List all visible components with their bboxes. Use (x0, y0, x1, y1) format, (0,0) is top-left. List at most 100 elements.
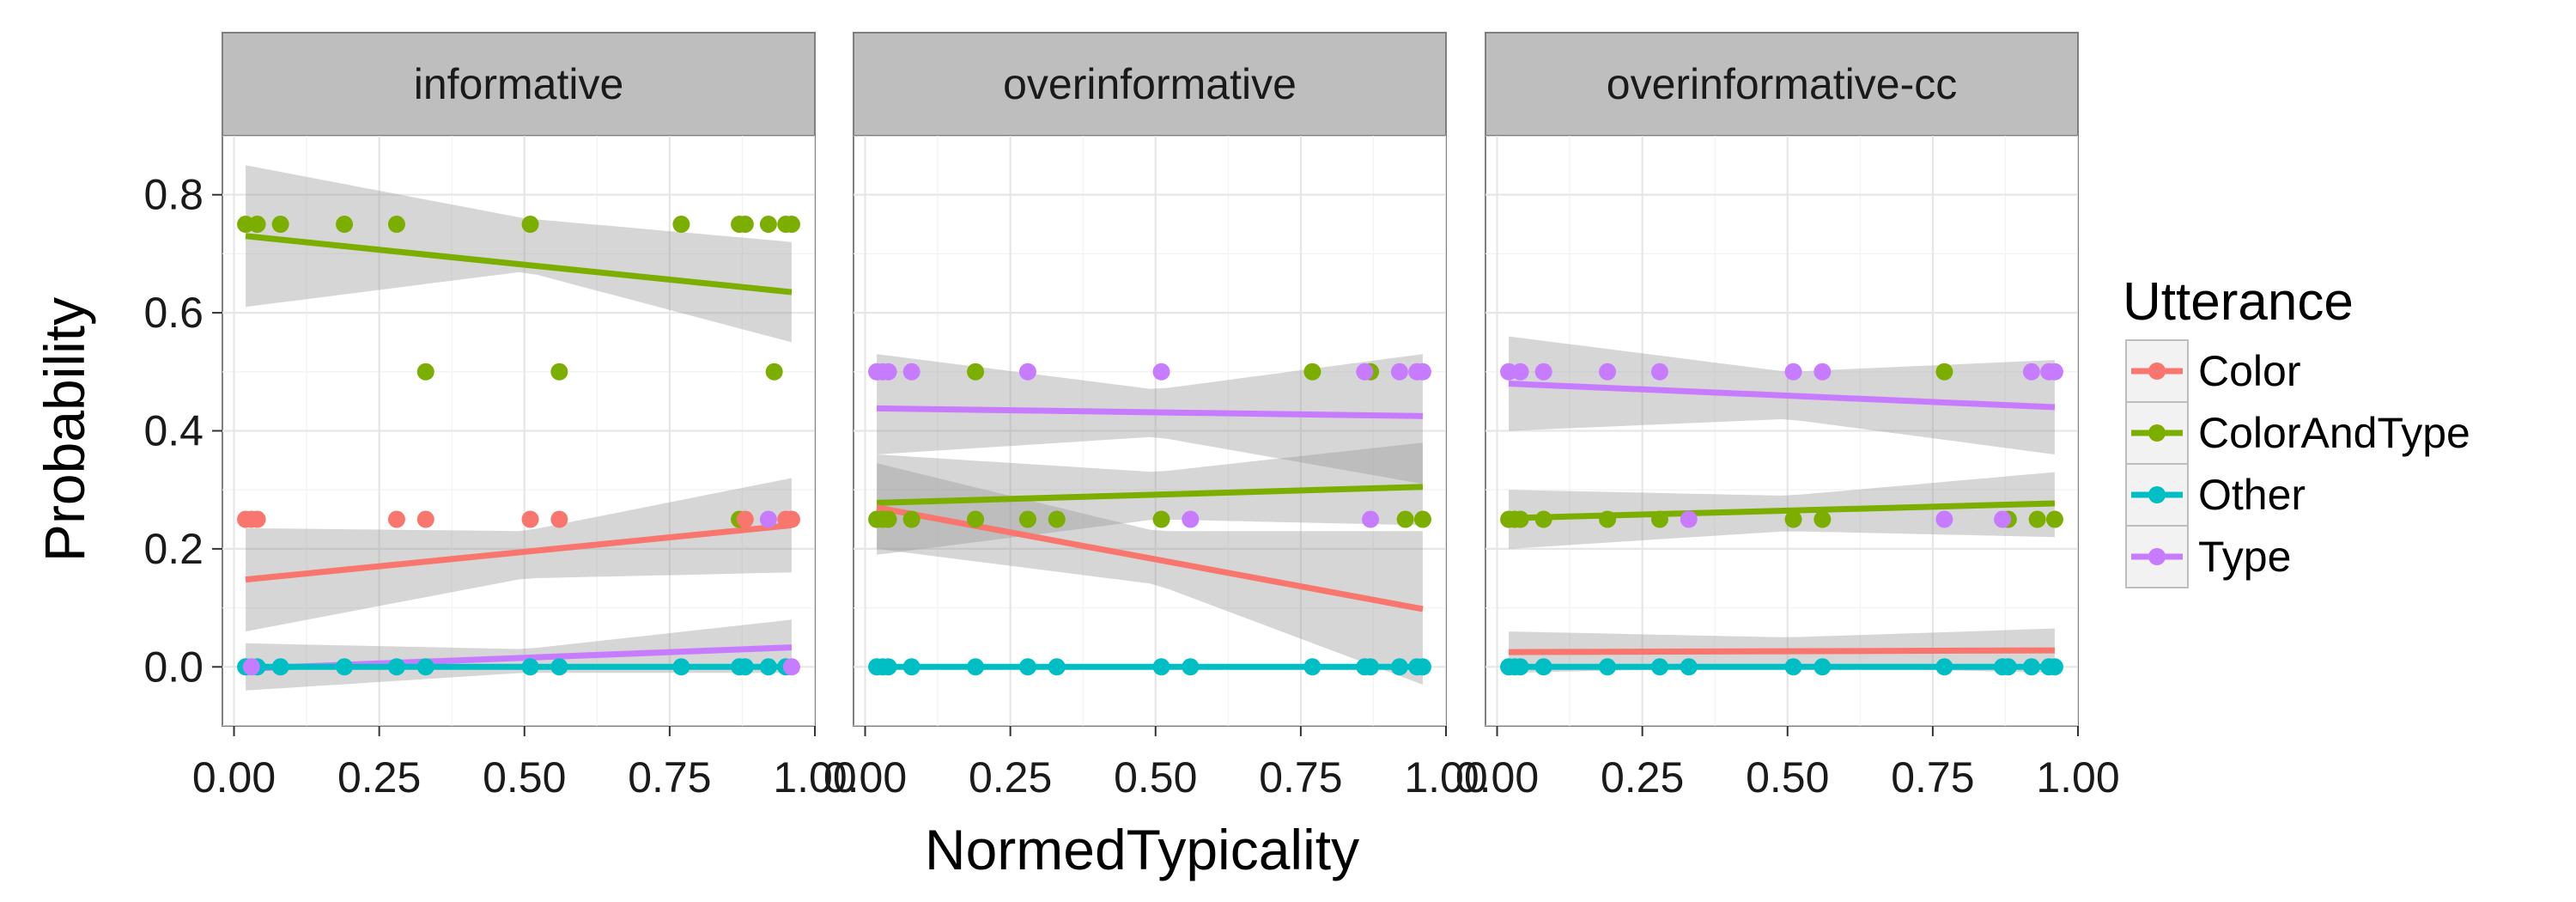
point-other (1814, 658, 1832, 676)
x-axis-title: NormedTypicality (925, 818, 1359, 881)
point-other (1999, 658, 2017, 676)
panel-plot-area (222, 136, 815, 726)
point-colorandtype (550, 363, 568, 381)
facet-strip (853, 32, 1447, 137)
point-other (271, 658, 289, 676)
point-other (967, 658, 985, 676)
point-type (2045, 363, 2063, 381)
fit-line-type (1508, 381, 2056, 411)
point-other (387, 658, 405, 676)
point-type (1784, 363, 1802, 381)
point-colorandtype (1152, 510, 1170, 528)
facet-strip (1485, 32, 2079, 137)
point-colorandtype (1784, 510, 1802, 528)
point-colorandtype (967, 510, 985, 528)
confidence-band-colorandtype (246, 165, 792, 343)
legend-title: Utterance (2123, 272, 2354, 332)
point-colorandtype (416, 363, 434, 381)
legend-label: Type (2198, 533, 2291, 581)
point-color (550, 510, 568, 528)
point-colorandtype (1048, 510, 1066, 528)
point-type (879, 363, 897, 381)
point-type (1814, 363, 1832, 381)
confidence-band-colorandtype (877, 442, 1423, 555)
point-color (248, 510, 266, 528)
point-type (2022, 363, 2040, 381)
point-other (1182, 658, 1200, 676)
point-other (759, 658, 777, 676)
legend-key-point (2148, 548, 2166, 565)
point-other (879, 658, 897, 676)
y-tick-label: 0.0 (143, 643, 204, 691)
point-other (1362, 658, 1380, 676)
point-type (1534, 363, 1552, 381)
point-color (416, 510, 434, 528)
y-tick-label: 0.6 (143, 289, 204, 337)
x-tick-label: 0.00 (1455, 753, 1539, 801)
point-other (1534, 658, 1552, 676)
point-colorandtype (336, 216, 354, 234)
point-color (521, 510, 539, 528)
point-colorandtype (759, 216, 777, 234)
confidence-band-color (877, 463, 1423, 685)
point-type (1390, 363, 1408, 381)
legend-key-point (2148, 363, 2166, 380)
y-tick-label: 0.4 (143, 407, 204, 455)
point-color (782, 510, 800, 528)
point-other (1018, 658, 1036, 676)
panel-informative: informative 0.00 0.25 0.50 0.75 1.00 (192, 32, 857, 801)
point-colorandtype (521, 216, 539, 234)
fit-line-colorandtype (245, 233, 793, 296)
x-tick-label: 1.00 (773, 753, 856, 801)
point-type (759, 510, 777, 528)
point-type (1680, 510, 1698, 528)
y-axis-title: Probability (33, 297, 96, 562)
point-colorandtype (248, 216, 266, 234)
panel-plot-area (854, 136, 1446, 726)
point-colorandtype (1511, 510, 1529, 528)
point-type (902, 363, 920, 381)
point-other (550, 658, 568, 676)
point-other (1390, 658, 1408, 676)
point-type (1362, 510, 1380, 528)
point-other (1413, 658, 1431, 676)
point-type (242, 658, 260, 676)
y-tick-label: 0.8 (143, 171, 204, 219)
point-other (336, 658, 354, 676)
point-colorandtype (1650, 510, 1668, 528)
point-colorandtype (672, 216, 690, 234)
legend-item-type: Type (2125, 525, 2291, 588)
legend: Utterance Color ColorAndType Other Type (2123, 272, 2470, 588)
x-tick-label: 0.75 (628, 753, 711, 801)
point-colorandtype (782, 216, 800, 234)
panel-plot-area (1485, 136, 2078, 726)
point-type (1935, 510, 1953, 528)
point-type (1511, 363, 1529, 381)
point-colorandtype (1935, 363, 1953, 381)
legend-label: ColorAndType (2198, 409, 2470, 457)
point-colorandtype (879, 510, 897, 528)
point-colorandtype (765, 363, 783, 381)
point-other (1048, 658, 1066, 676)
point-type (1599, 363, 1617, 381)
legend-item-other: Other (2125, 463, 2306, 527)
point-type (1152, 363, 1170, 381)
x-tick-label: 0.00 (192, 753, 276, 801)
point-other (1784, 658, 1802, 676)
point-colorandtype (1396, 510, 1414, 528)
point-color (387, 510, 405, 528)
point-type (1650, 363, 1668, 381)
confidence-band-type (877, 354, 1423, 485)
point-type (782, 658, 800, 676)
legend-item-colorandtype: ColorAndType (2125, 401, 2470, 465)
point-other (1680, 658, 1698, 676)
point-other (2022, 658, 2040, 676)
x-tick-label: 0.75 (1259, 753, 1342, 801)
fit-line-color (1509, 647, 2055, 655)
point-other (902, 658, 920, 676)
fit-line-color (876, 504, 1424, 613)
point-colorandtype (2028, 510, 2046, 528)
point-colorandtype (2045, 510, 2063, 528)
